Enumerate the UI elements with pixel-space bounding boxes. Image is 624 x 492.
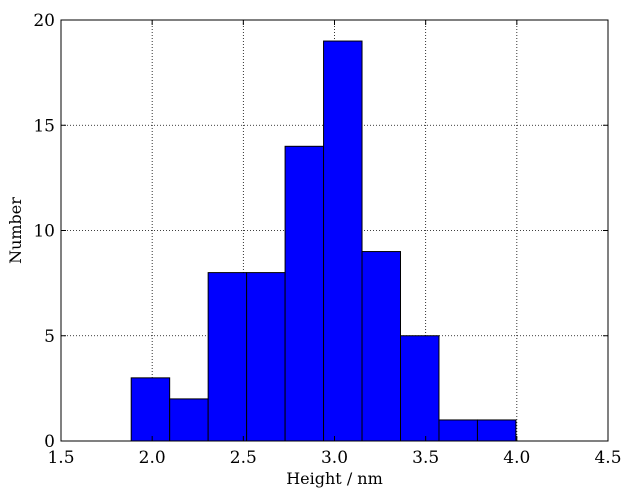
y-axis-tick-labels: 0 5 10 15 20 [33, 11, 55, 452]
x-tick-label: 2.5 [230, 448, 257, 468]
histogram-bar [246, 272, 286, 442]
histogram-bars [130, 40, 517, 442]
axis-ticks [60, 19, 609, 442]
histogram-bar [323, 40, 363, 442]
x-tick-label: 3.5 [412, 448, 439, 468]
y-tick-label: 0 [44, 432, 55, 452]
histogram-bar [207, 272, 248, 442]
x-axis-tick-labels: 1.5 2.0 2.5 3.0 3.5 4.0 4.5 [47, 448, 621, 468]
x-axis-label: Height / nm [286, 469, 383, 488]
y-axis-label: Number [6, 197, 25, 264]
x-tick-label: 4.0 [503, 448, 530, 468]
histogram-bar [476, 419, 517, 442]
histogram-bar [361, 251, 402, 442]
x-tick-label: 4.5 [594, 448, 621, 468]
histogram-bar [400, 335, 440, 442]
histogram-bar [438, 419, 478, 442]
x-tick-label: 3.0 [321, 448, 348, 468]
x-tick-label: 2.0 [139, 448, 166, 468]
y-tick-label: 10 [33, 222, 55, 242]
y-tick-label: 20 [33, 11, 55, 31]
y-tick-label: 5 [44, 327, 55, 347]
histogram-bar [169, 398, 209, 442]
histogram-bar [284, 145, 325, 442]
y-tick-label: 15 [33, 116, 55, 136]
x-tick-label: 1.5 [47, 448, 74, 468]
histogram-bar [130, 377, 171, 442]
